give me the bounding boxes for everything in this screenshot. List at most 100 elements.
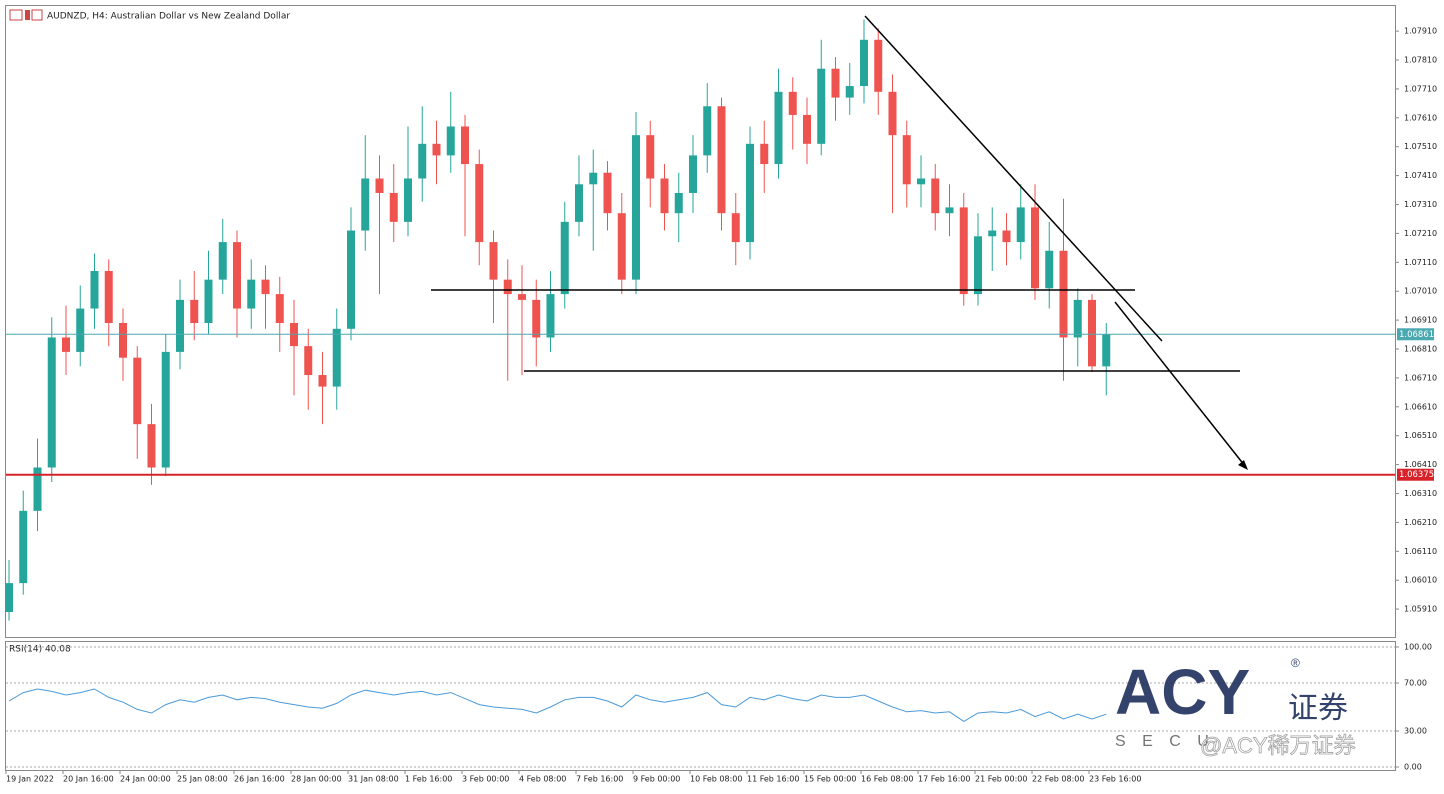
candle-body <box>147 424 156 468</box>
candle-body <box>760 143 769 165</box>
candle-body <box>860 39 868 87</box>
x-tick-label: 17 Feb 16:00 <box>918 775 970 784</box>
trend-line <box>864 15 1163 342</box>
candle-body <box>432 143 441 156</box>
candle-body <box>1016 207 1025 243</box>
x-tick-label: 25 Jan 08:00 <box>177 775 228 784</box>
watermark-brand-cn: 证券 <box>1288 692 1348 725</box>
candle-body <box>831 68 840 98</box>
x-tick-label: 31 Jan 08:00 <box>348 775 399 784</box>
x-tick-label: 21 Feb 00:00 <box>975 775 1027 784</box>
candle-body <box>717 106 726 214</box>
candle-body <box>731 213 740 243</box>
y-tick-label: 1.06010 <box>1404 576 1437 585</box>
candle-body <box>190 299 199 324</box>
candle-body <box>261 279 270 295</box>
candle-body <box>176 299 184 352</box>
candle-body <box>361 178 370 231</box>
candle-body <box>902 135 911 185</box>
y-tick-label: 30.00 <box>1404 727 1427 736</box>
y-tick-label: 1.06310 <box>1404 489 1437 498</box>
candle-body <box>1002 230 1011 243</box>
candle-body <box>874 39 883 92</box>
x-tick-label: 16 Feb 08:00 <box>861 775 913 784</box>
x-tick-label: 4 Feb 08:00 <box>519 775 566 784</box>
candle-body <box>1102 334 1111 367</box>
candle-body <box>76 308 85 352</box>
x-tick-label: 15 Feb 00:00 <box>804 775 856 784</box>
x-tick-label: 1 Feb 16:00 <box>405 775 452 784</box>
candle-body <box>304 346 313 376</box>
candle-body <box>589 172 598 185</box>
y-tick-label: 0.00 <box>1404 763 1422 772</box>
candle-body <box>161 351 170 468</box>
y-tick-label: 70.00 <box>1404 679 1427 688</box>
candle-body <box>546 294 555 338</box>
y-tick-label: 1.06110 <box>1404 547 1437 556</box>
x-tick-label: 26 Jan 16:00 <box>234 775 285 784</box>
price-pane <box>5 5 1396 638</box>
y-tick-label: 1.06210 <box>1404 518 1437 527</box>
x-tick-label: 19 Jan 2022 <box>6 775 54 784</box>
candle-body <box>332 328 341 387</box>
watermark-mark: ® <box>1291 656 1300 670</box>
x-tick-label: 9 Feb 00:00 <box>633 775 680 784</box>
candle-body <box>204 279 213 324</box>
watermark: ACY ® 证券 S E C U @ACY稀万证券 <box>1115 656 1356 758</box>
arrow-head <box>1238 460 1248 470</box>
y-tick-label: 1.07610 <box>1404 113 1437 122</box>
candle-body <box>389 192 398 222</box>
candle-body <box>945 207 954 214</box>
candle-body <box>788 91 797 115</box>
candle-body <box>560 221 569 295</box>
candle-body <box>803 114 811 144</box>
candle-body <box>703 106 712 156</box>
icon <box>31 9 43 21</box>
x-tick-label: 7 Feb 16:00 <box>576 775 623 784</box>
candle-body <box>104 270 113 324</box>
candle-body <box>233 242 241 309</box>
candle-body <box>1031 207 1039 289</box>
candle-body <box>845 86 854 98</box>
x-tick-label: 10 Feb 08:00 <box>690 775 742 784</box>
x-tick-label: 20 Jan 16:00 <box>63 775 114 784</box>
candle-body <box>404 178 412 222</box>
y-tick-label: 100.00 <box>1404 643 1432 652</box>
y-tick-label: 1.07410 <box>1404 171 1437 180</box>
icon <box>9 9 23 21</box>
candle-body <box>660 178 669 214</box>
candle-body <box>888 91 897 136</box>
candle-body <box>632 135 640 280</box>
candle-body <box>532 299 541 338</box>
candle-body <box>62 337 70 352</box>
candle-body <box>446 126 455 156</box>
candle-body <box>318 375 327 387</box>
candle-body <box>375 178 384 193</box>
candle-body <box>461 126 469 165</box>
price-tag <box>1397 468 1434 481</box>
candle-body <box>817 68 826 144</box>
price-tag-label: 1.06375 <box>1399 470 1434 480</box>
candle-body <box>603 172 612 214</box>
drawings <box>431 15 1248 470</box>
candle-body <box>689 155 697 193</box>
y-tick-label: 1.06810 <box>1404 345 1437 354</box>
candle-body <box>90 270 99 309</box>
y-tick-label: 1.06610 <box>1404 402 1437 411</box>
y-tick-label: 1.06910 <box>1404 316 1437 325</box>
x-tick-label: 28 Jan 00:00 <box>291 775 342 784</box>
price-tag-label: 1.06861 <box>1399 330 1434 340</box>
y-tick-label: 1.07510 <box>1404 142 1437 151</box>
x-tick-label: 11 Feb 16:00 <box>747 775 799 784</box>
y-tick-label: 1.06510 <box>1404 431 1437 440</box>
candle-body <box>931 178 940 214</box>
candle-body <box>5 583 13 612</box>
rsi-pane <box>5 641 1396 771</box>
x-tick-label: 23 Feb 16:00 <box>1089 775 1141 784</box>
candle-body <box>646 135 655 179</box>
candle-body <box>418 143 427 179</box>
candle-body <box>275 294 284 324</box>
candle-body <box>617 213 626 280</box>
candle-body <box>774 91 783 165</box>
candle-body <box>503 279 512 295</box>
